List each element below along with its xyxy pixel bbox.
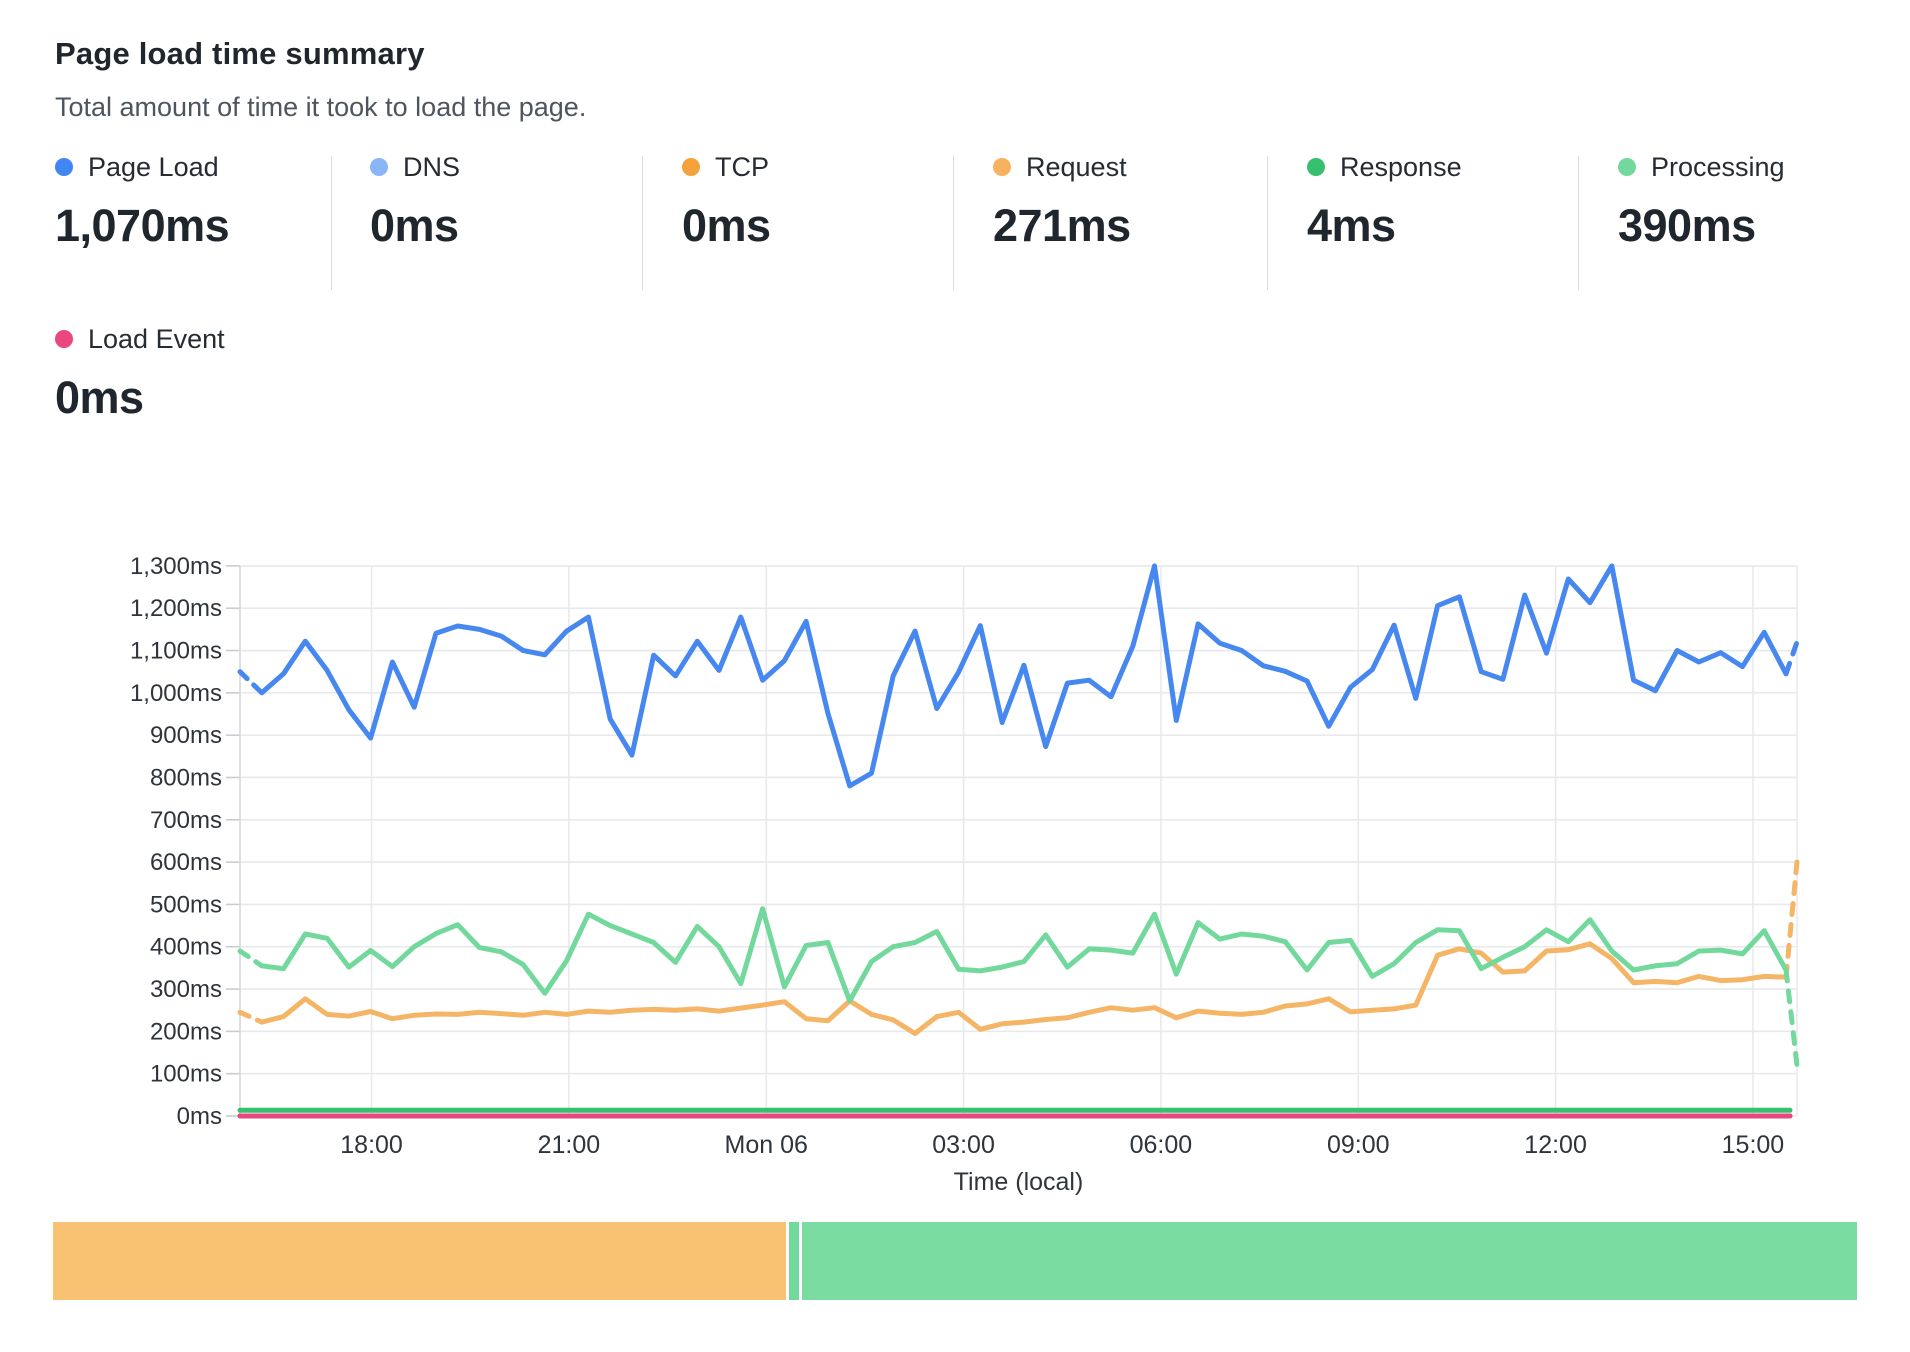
metric-label: Load Event xyxy=(88,323,225,354)
x-axis-title: Time (local) xyxy=(954,1168,1084,1196)
metric-processing: Processing 390ms xyxy=(1618,150,1878,252)
load-breakdown-bar[interactable] xyxy=(53,1222,1857,1300)
metric-value: 1,070ms xyxy=(55,200,230,251)
bar-segment-response[interactable] xyxy=(788,1222,800,1300)
page-load-dot-icon xyxy=(55,158,73,176)
dns-dot-icon xyxy=(370,158,388,176)
series-processing xyxy=(259,906,1789,1004)
y-tick-label: 300ms xyxy=(150,976,222,1003)
page-subtitle: Total amount of time it took to load the… xyxy=(55,92,587,122)
series-request-lead-dash xyxy=(237,1009,265,1025)
x-tick-label: 06:00 xyxy=(1130,1131,1193,1159)
x-tick-label: 12:00 xyxy=(1524,1131,1587,1159)
metric-value: 4ms xyxy=(1307,200,1396,251)
metric-label: Page Load xyxy=(88,151,219,182)
x-tick-label: 15:00 xyxy=(1722,1131,1785,1159)
divider xyxy=(331,156,332,290)
metric-value: 0ms xyxy=(370,200,459,251)
series-page-load xyxy=(259,563,1789,789)
bar-gap xyxy=(799,1222,803,1300)
metric-page-load: Page Load 1,070ms xyxy=(55,150,315,252)
divider xyxy=(953,156,954,290)
metric-value: 390ms xyxy=(1618,200,1756,251)
metric-label: DNS xyxy=(403,151,461,182)
series-processing-tail-dash xyxy=(1783,967,1800,1068)
metric-request: Request 271ms xyxy=(993,150,1253,252)
y-tick-label: 1,000ms xyxy=(130,680,222,707)
series-request xyxy=(259,941,1789,1036)
metric-value: 271ms xyxy=(993,200,1131,251)
y-tick-label: 0ms xyxy=(177,1103,222,1130)
request-dot-icon xyxy=(993,158,1011,176)
y-tick-label: 1,200ms xyxy=(130,595,222,622)
y-tick-label: 800ms xyxy=(150,764,222,791)
metric-label: TCP xyxy=(715,151,769,182)
divider xyxy=(1267,156,1268,290)
y-tick-label: 1,100ms xyxy=(130,638,222,665)
divider xyxy=(642,156,643,290)
metric-load-event: Load Event 0ms xyxy=(55,322,315,424)
bar-gap xyxy=(785,1222,789,1300)
bar-segment-request[interactable] xyxy=(53,1222,786,1300)
y-tick-label: 900ms xyxy=(150,722,222,749)
x-tick-label: 21:00 xyxy=(538,1131,601,1159)
series-request-tail-dash xyxy=(1783,859,1800,980)
x-tick-label: Mon 06 xyxy=(725,1131,808,1159)
metric-label: Processing xyxy=(1651,151,1785,182)
series-processing-lead-dash xyxy=(237,948,265,969)
x-tick-label: 09:00 xyxy=(1327,1131,1390,1159)
y-tick-label: 600ms xyxy=(150,849,222,876)
metric-tcp: TCP 0ms xyxy=(682,150,942,252)
x-tick-label: 18:00 xyxy=(340,1131,403,1159)
metric-value: 0ms xyxy=(682,200,771,251)
y-tick-label: 200ms xyxy=(150,1018,222,1045)
series-page-load-lead-dash xyxy=(237,669,265,696)
metric-label: Request xyxy=(1026,151,1127,182)
divider xyxy=(1578,156,1579,290)
load-event-dot-icon xyxy=(55,330,73,348)
x-tick-label: 03:00 xyxy=(932,1131,995,1159)
bar-segment-processing[interactable] xyxy=(802,1222,1857,1300)
page-title: Page load time summary xyxy=(55,36,425,71)
metric-response: Response 4ms xyxy=(1307,150,1567,252)
metric-label: Response xyxy=(1340,151,1462,182)
tcp-dot-icon xyxy=(682,158,700,176)
y-tick-label: 100ms xyxy=(150,1061,222,1088)
y-tick-label: 500ms xyxy=(150,891,222,918)
metric-value: 0ms xyxy=(55,372,144,423)
y-tick-label: 1,300ms xyxy=(130,553,222,580)
processing-dot-icon xyxy=(1618,158,1636,176)
series-page-load-tail-dash xyxy=(1783,639,1800,677)
y-tick-label: 700ms xyxy=(150,807,222,834)
y-tick-label: 400ms xyxy=(150,934,222,961)
response-dot-icon xyxy=(1307,158,1325,176)
metric-dns: DNS 0ms xyxy=(370,150,630,252)
